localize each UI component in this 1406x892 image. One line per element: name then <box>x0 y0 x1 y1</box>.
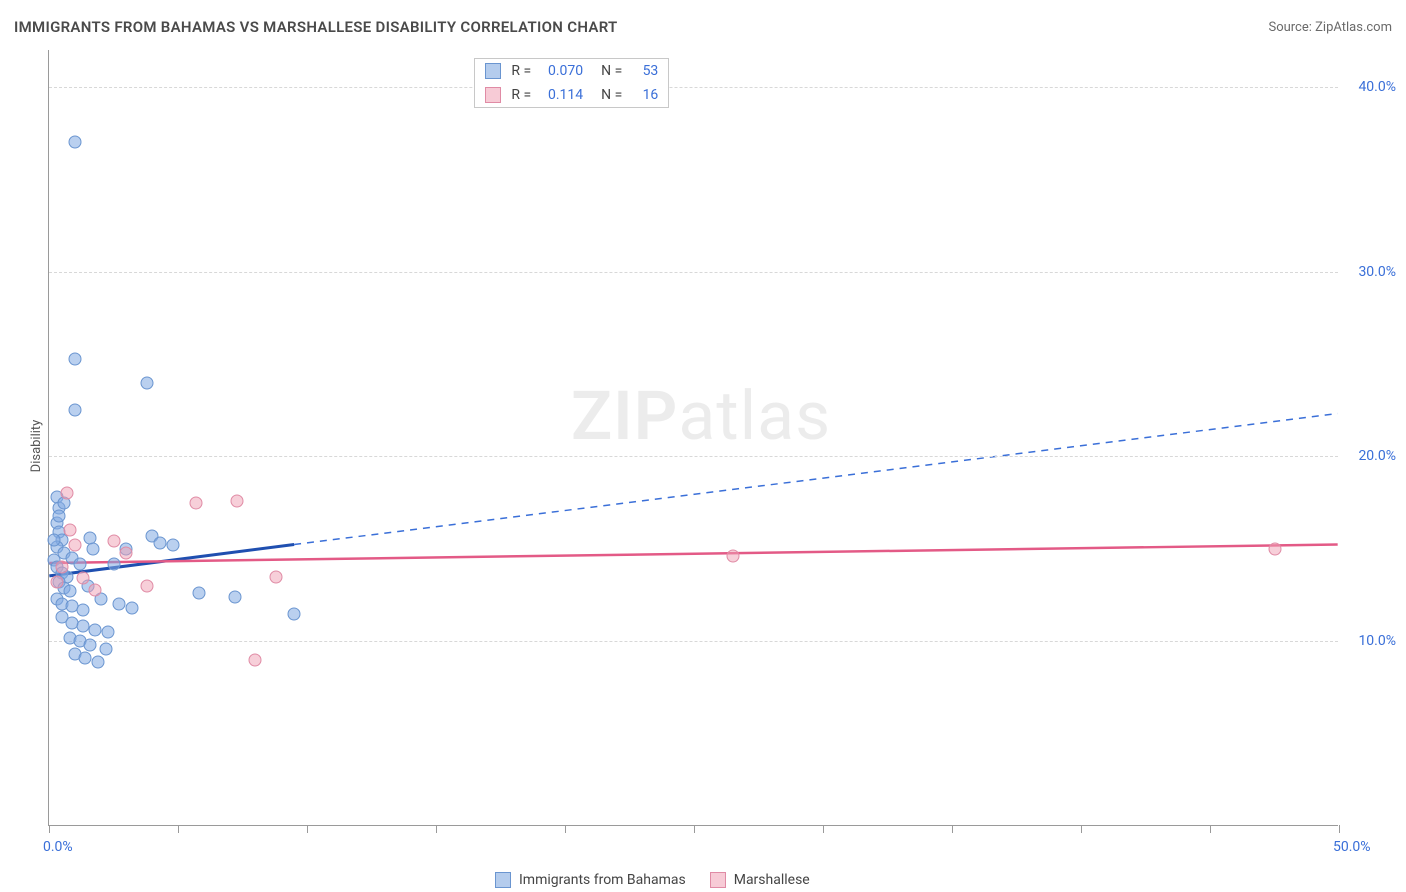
y-tick-label: 40.0% <box>1358 79 1396 95</box>
x-tick <box>1081 825 1082 833</box>
legend-swatch <box>710 872 726 888</box>
data-point <box>89 624 102 637</box>
gridline <box>49 456 1338 457</box>
x-tick <box>694 825 695 833</box>
gridline <box>49 641 1338 642</box>
data-point <box>120 546 133 559</box>
x-tick-label: 0.0% <box>43 839 73 855</box>
data-point <box>192 587 205 600</box>
data-point <box>99 642 112 655</box>
data-point <box>1268 542 1281 555</box>
x-tick-label: 50.0% <box>1333 839 1371 855</box>
x-tick <box>1339 825 1340 833</box>
stat-n-label: N = <box>601 87 622 103</box>
trend-line <box>294 414 1338 545</box>
trend-lines-svg <box>49 50 1338 825</box>
data-point <box>76 620 89 633</box>
watermark: ZIPatlas <box>571 376 831 456</box>
data-point <box>53 509 66 522</box>
data-point <box>112 598 125 611</box>
data-point <box>107 535 120 548</box>
stats-row: R = 0.114 N = 16 <box>475 83 668 107</box>
y-axis-label: Disability <box>29 420 44 473</box>
data-point <box>68 404 81 417</box>
gridline <box>49 87 1338 88</box>
data-point <box>141 376 154 389</box>
legend-label: Immigrants from Bahamas <box>519 872 686 888</box>
data-point <box>76 572 89 585</box>
legend-swatch <box>485 63 501 79</box>
data-point <box>89 583 102 596</box>
data-point <box>63 524 76 537</box>
x-tick <box>436 825 437 833</box>
x-tick <box>1210 825 1211 833</box>
data-point <box>84 638 97 651</box>
stat-n-value: 53 <box>630 63 658 79</box>
source-name: ZipAtlas.com <box>1315 20 1392 35</box>
source-attribution: Source: ZipAtlas.com <box>1268 20 1392 35</box>
y-tick-label: 30.0% <box>1358 264 1396 280</box>
data-point <box>288 607 301 620</box>
data-point <box>249 653 262 666</box>
x-tick <box>49 825 50 833</box>
y-tick-label: 20.0% <box>1358 448 1396 464</box>
stat-r-label: R = <box>511 87 531 103</box>
chart-title: IMMIGRANTS FROM BAHAMAS VS MARSHALLESE D… <box>14 18 618 36</box>
data-point <box>92 655 105 668</box>
data-point <box>107 557 120 570</box>
data-point <box>79 651 92 664</box>
data-point <box>73 557 86 570</box>
x-tick <box>178 825 179 833</box>
data-point <box>48 533 61 546</box>
data-point <box>166 539 179 552</box>
data-point <box>68 352 81 365</box>
legend-swatch <box>495 872 511 888</box>
legend-item: Marshallese <box>710 872 810 888</box>
x-tick <box>565 825 566 833</box>
data-point <box>141 579 154 592</box>
stat-n-label: N = <box>601 63 622 79</box>
data-point <box>102 626 115 639</box>
stats-row: R = 0.070 N = 53 <box>475 59 668 83</box>
data-point <box>76 603 89 616</box>
source-prefix: Source: <box>1268 20 1315 35</box>
legend-item: Immigrants from Bahamas <box>495 872 686 888</box>
data-point <box>228 590 241 603</box>
data-point <box>190 496 203 509</box>
gridline <box>49 272 1338 273</box>
data-point <box>153 537 166 550</box>
y-tick-label: 10.0% <box>1358 633 1396 649</box>
data-point <box>231 494 244 507</box>
data-point <box>68 539 81 552</box>
data-point <box>125 601 138 614</box>
legend: Immigrants from Bahamas Marshallese <box>495 872 810 888</box>
legend-swatch <box>485 87 501 103</box>
data-point <box>86 542 99 555</box>
x-tick <box>307 825 308 833</box>
stat-r-label: R = <box>511 63 531 79</box>
stats-box: R = 0.070 N = 53 R = 0.114 N = 16 <box>474 58 669 108</box>
legend-label: Marshallese <box>734 872 810 888</box>
data-point <box>726 550 739 563</box>
data-point <box>68 136 81 149</box>
data-point <box>50 576 63 589</box>
stat-r-value: 0.070 <box>539 63 583 79</box>
x-tick <box>952 825 953 833</box>
stat-r-value: 0.114 <box>539 87 583 103</box>
data-point <box>63 585 76 598</box>
trend-line <box>49 545 1337 563</box>
data-point <box>55 561 68 574</box>
x-tick <box>823 825 824 833</box>
stat-n-value: 16 <box>630 87 658 103</box>
plot-area: 10.0%20.0%30.0%40.0%0.0%50.0%ZIPatlasR =… <box>48 50 1338 826</box>
data-point <box>61 487 74 500</box>
data-point <box>270 570 283 583</box>
